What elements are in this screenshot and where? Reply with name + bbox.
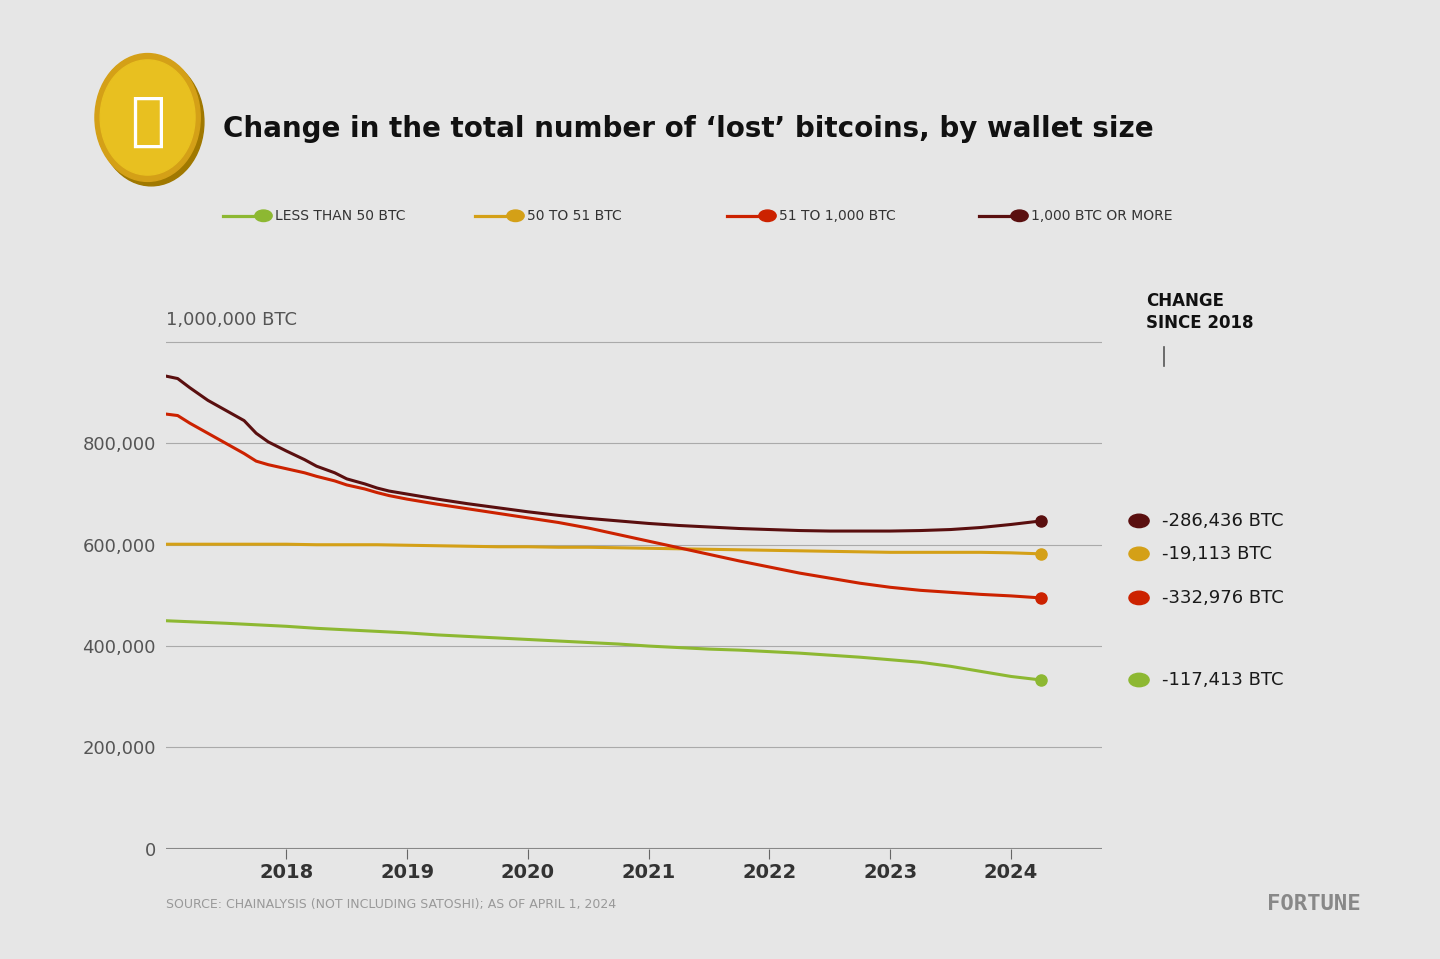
- Text: 1,000,000 BTC: 1,000,000 BTC: [166, 312, 297, 329]
- Text: -117,413 BTC: -117,413 BTC: [1162, 671, 1283, 689]
- Text: Change in the total number of ‘lost’ bitcoins, by wallet size: Change in the total number of ‘lost’ bit…: [223, 115, 1153, 144]
- Text: ₿: ₿: [130, 93, 166, 150]
- Text: -19,113 BTC: -19,113 BTC: [1162, 545, 1272, 563]
- Text: 51 TO 1,000 BTC: 51 TO 1,000 BTC: [779, 209, 896, 222]
- Text: 1,000 BTC OR MORE: 1,000 BTC OR MORE: [1031, 209, 1172, 222]
- Text: LESS THAN 50 BTC: LESS THAN 50 BTC: [275, 209, 406, 222]
- Ellipse shape: [95, 54, 200, 181]
- Text: 50 TO 51 BTC: 50 TO 51 BTC: [527, 209, 622, 222]
- Text: CHANGE
SINCE 2018: CHANGE SINCE 2018: [1146, 292, 1254, 332]
- Text: FORTUNE: FORTUNE: [1267, 895, 1361, 914]
- Text: -332,976 BTC: -332,976 BTC: [1162, 589, 1284, 607]
- Text: SOURCE: CHAINALYSIS (NOT INCLUDING SATOSHI); AS OF APRIL 1, 2024: SOURCE: CHAINALYSIS (NOT INCLUDING SATOS…: [166, 898, 616, 911]
- Ellipse shape: [98, 58, 204, 186]
- Text: -286,436 BTC: -286,436 BTC: [1162, 512, 1283, 530]
- Ellipse shape: [101, 59, 194, 175]
